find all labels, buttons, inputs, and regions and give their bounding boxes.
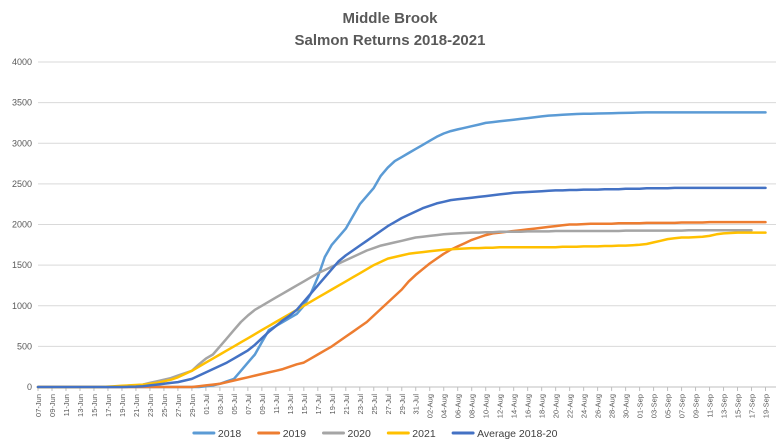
x-tick-label: 20-Aug [552, 394, 561, 418]
series-lines [36, 111, 767, 389]
x-tick-label: 23-Jul [356, 394, 365, 415]
y-tick-label: 2000 [12, 220, 32, 230]
x-tick-label: 15-Jul [300, 394, 309, 415]
y-tick-label: 2500 [12, 179, 32, 189]
x-tick-label: 11-Jun [62, 394, 71, 416]
x-tick-label: 16-Aug [524, 394, 533, 418]
x-tick-label: 05-Sep [664, 394, 673, 418]
x-tick-label: 25-Jul [370, 394, 379, 415]
x-tick-label: 07-Jul [244, 394, 253, 415]
gridlines [38, 61, 776, 388]
legend: 2018 2019 2020 2021 Average 2018-20 [192, 428, 558, 440]
y-tick-label: 3500 [12, 98, 32, 108]
x-tick-label: 31-Jul [412, 394, 421, 415]
series-line-2018 [36, 111, 767, 389]
legend-label: 2021 [412, 428, 436, 440]
x-tick-label: 11-Jul [272, 394, 281, 414]
x-tick-label: 15-Jun [90, 394, 99, 417]
x-tick-label: 19-Jun [118, 394, 127, 417]
series-line-2021 [36, 231, 767, 389]
x-tick-label: 13-Sep [720, 394, 729, 418]
y-tick-label: 1500 [12, 260, 32, 270]
x-tick-label: 09-Jun [48, 394, 57, 417]
y-tick-label: 1000 [12, 301, 32, 311]
x-tick-label: 10-Aug [482, 394, 491, 418]
legend-label: 2019 [283, 428, 307, 440]
y-tick-label: 3000 [12, 138, 32, 148]
x-tick-label: 23-Jun [146, 394, 155, 417]
x-tick-label: 19-Sep [762, 394, 771, 418]
x-tick-label: 29-Jul [398, 394, 407, 415]
x-tick-label: 17-Jul [314, 394, 323, 415]
x-tick-label: 17-Jun [104, 394, 113, 417]
y-axis-ticks: 0 500 1000 1500 2000 2500 3000 3500 4000 [12, 57, 32, 392]
x-tick-label: 09-Jul [258, 394, 267, 415]
x-tick-label: 01-Sep [636, 394, 645, 418]
series-line-2020 [36, 228, 753, 389]
x-tick-label: 13-Jul [286, 394, 295, 415]
x-tick-label: 05-Jul [230, 394, 239, 415]
x-tick-label: 21-Jun [132, 394, 141, 417]
y-tick-label: 4000 [12, 57, 32, 67]
x-tick-label: 26-Aug [594, 394, 603, 418]
chart-title: Middle Brook [342, 10, 438, 27]
chart-subtitle: Salmon Returns 2018-2021 [295, 32, 486, 49]
x-tick-label: 30-Aug [622, 394, 631, 418]
x-tick-label: 06-Aug [454, 394, 463, 418]
legend-label: 2020 [348, 428, 372, 440]
x-tick-label: 29-Jun [188, 394, 197, 417]
x-tick-label: 19-Jul [328, 394, 337, 415]
x-tick-label: 12-Aug [496, 394, 505, 418]
x-tick-label: 27-Jun [174, 394, 183, 417]
x-tick-label: 09-Sep [692, 394, 701, 418]
x-tick-label: 27-Jul [384, 394, 393, 415]
series-line-average-2018-20 [36, 186, 767, 389]
x-tick-label: 15-Sep [734, 394, 743, 418]
x-tick-label: 13-Jun [76, 394, 85, 417]
x-tick-label: 18-Aug [538, 394, 547, 418]
x-tick-label: 24-Aug [580, 394, 589, 418]
x-tick-label: 07-Sep [678, 394, 687, 418]
x-tick-label: 03-Sep [650, 394, 659, 418]
x-tick-label: 04-Aug [440, 394, 449, 418]
x-tick-label: 28-Aug [608, 394, 617, 418]
x-tick-label: 14-Aug [510, 394, 519, 418]
y-tick-label: 500 [17, 341, 32, 351]
x-axis-ticks: 07-Jun 09-Jun 11-Jun 13-Jun 15-Jun 17-Jun 19-J… [34, 387, 771, 418]
x-tick-label: 25-Jun [160, 394, 169, 417]
legend-label: 2018 [218, 428, 242, 440]
series-line-2019 [36, 220, 767, 389]
x-tick-label: 02-Aug [426, 394, 435, 418]
y-tick-label: 0 [27, 382, 32, 392]
x-tick-label: 08-Aug [468, 394, 477, 418]
legend-label: Average 2018-20 [477, 428, 558, 440]
x-tick-label: 03-Jul [216, 394, 225, 415]
x-tick-label: 07-Jun [34, 394, 43, 417]
x-tick-label: 01-Jul [202, 394, 211, 415]
x-tick-label: 21-Jul [342, 394, 351, 415]
x-tick-label: 17-Sep [748, 394, 757, 418]
x-tick-label: 22-Aug [566, 394, 575, 418]
x-tick-label: 11-Sep [706, 394, 715, 418]
